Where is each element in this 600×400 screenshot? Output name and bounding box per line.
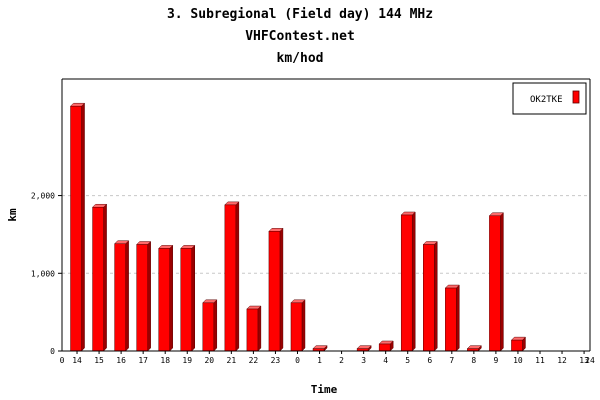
x-tick-label: 17 <box>138 356 148 365</box>
bar-side <box>456 284 460 352</box>
bar <box>422 240 438 352</box>
bar <box>378 340 394 352</box>
x-tick-label: 1 <box>317 356 322 365</box>
bar-front <box>445 287 457 352</box>
x-tick-label: 18 <box>160 356 170 365</box>
legend: OK2TKE <box>512 82 587 115</box>
bar <box>488 212 504 352</box>
bar-front <box>268 231 281 352</box>
x-tick-label: 9 <box>493 356 498 365</box>
bar-side <box>235 201 240 352</box>
bar-side <box>213 299 218 352</box>
bar-front <box>290 302 303 352</box>
bar-side <box>279 227 284 352</box>
bar <box>114 240 130 352</box>
legend-label: OK2TKE <box>530 95 563 105</box>
bar-side <box>500 212 504 352</box>
chart-subtitle: VHFContest.net <box>245 29 355 44</box>
x-axis-start-label: 0 <box>60 356 65 365</box>
bar-side <box>411 211 416 352</box>
y-axis-title: km <box>6 208 19 222</box>
x-tick-label: 22 <box>249 356 259 365</box>
bar-front <box>70 105 82 352</box>
x-tick-label: 6 <box>427 356 432 365</box>
bar-front <box>378 343 391 352</box>
bar-front <box>180 248 193 352</box>
x-tick-label: 19 <box>182 356 192 365</box>
chart-title: 3. Subregional (Field day) 144 MHz <box>166 7 434 22</box>
x-tick-label: 13 <box>579 356 589 365</box>
bar <box>158 244 174 352</box>
legend-swatch <box>572 90 580 104</box>
bar-side <box>301 299 306 352</box>
bar <box>290 299 306 352</box>
x-tick-label: 16 <box>116 356 126 365</box>
bar-side <box>257 305 262 352</box>
x-tick-label: 8 <box>471 356 476 365</box>
x-tick-label: 3 <box>361 356 366 365</box>
y-tick-label: 0 <box>50 347 55 356</box>
bar <box>136 240 152 352</box>
x-tick-label: 2 <box>339 356 344 365</box>
bars <box>69 102 527 352</box>
axes <box>58 78 591 354</box>
x-tick-label: 12 <box>557 356 567 365</box>
bar-side <box>81 102 85 352</box>
bar <box>202 299 218 352</box>
x-axis-end-label: 24 <box>585 356 595 365</box>
bar-front <box>423 244 435 352</box>
bar <box>466 345 482 352</box>
x-tick-label: 4 <box>383 356 388 365</box>
bar <box>356 345 372 352</box>
bar-front <box>114 243 126 352</box>
y-tick-label: 2,000 <box>31 192 55 201</box>
y-tick-label: 1,000 <box>31 269 55 278</box>
bar-front <box>202 302 215 352</box>
bar-front <box>136 244 148 352</box>
bar-front <box>489 215 501 352</box>
bar-front <box>246 308 259 352</box>
bar-side <box>169 244 173 352</box>
x-tick-label: 23 <box>271 356 281 365</box>
bar <box>312 345 328 352</box>
bar-front <box>400 214 413 352</box>
bar <box>268 227 284 352</box>
x-tick-label: 0 <box>295 356 300 365</box>
bar-side <box>147 240 151 352</box>
bar <box>69 102 86 352</box>
x-tick-label: 15 <box>94 356 104 365</box>
bar <box>246 305 262 352</box>
x-tick-label: 11 <box>535 356 545 365</box>
x-tick-label: 5 <box>405 356 410 365</box>
bar <box>400 211 416 352</box>
bar-front <box>511 339 523 352</box>
bar-front <box>158 248 170 352</box>
x-tick-label: 21 <box>227 356 237 365</box>
chart-unit-label: km/hod <box>276 51 324 66</box>
bar-side <box>191 244 196 352</box>
bar-front <box>224 204 237 352</box>
x-tick-label: 10 <box>513 356 523 365</box>
bar <box>510 336 527 352</box>
bar <box>91 203 108 352</box>
x-axis-title: Time <box>311 383 338 396</box>
bar <box>180 244 196 352</box>
bar-side <box>125 240 129 352</box>
x-tick-label: 14 <box>72 356 82 365</box>
bar <box>224 201 240 352</box>
bar <box>444 284 460 352</box>
x-tick-label: 20 <box>204 356 214 365</box>
bar-side <box>103 203 107 352</box>
bar-front <box>92 206 104 352</box>
x-tick-label: 7 <box>449 356 454 365</box>
bar-side <box>434 240 438 352</box>
